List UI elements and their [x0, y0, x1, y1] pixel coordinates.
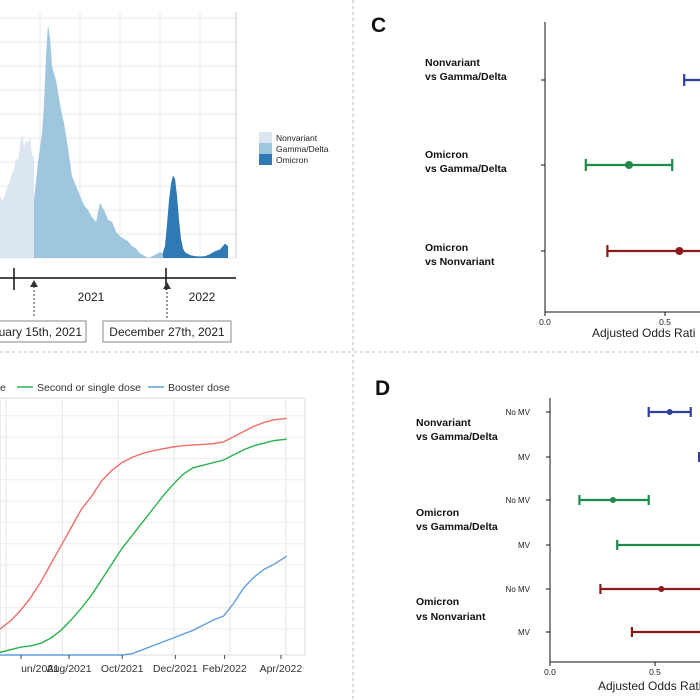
b-line-1 [0, 438, 287, 654]
a-legend-label: Gamma/Delta [276, 144, 329, 154]
a-arrowhead-jan [30, 280, 38, 287]
a-legend-swatch [259, 154, 272, 165]
panel-a-areas [0, 25, 228, 259]
annotation-dec-27-2021: December 27th, 2021 [109, 325, 225, 339]
b-legend-label: e [0, 382, 6, 394]
d-plot-estimate-point [610, 497, 616, 503]
panel-b-legend: e Second or single dose Booster dose [0, 382, 230, 394]
b-legend-label: Second or single dose [37, 382, 141, 394]
b-x-tick-label: Aug/2021 [47, 663, 92, 675]
panel-d-plot: 0.0 0.5 No MV MV No MV MV No MV MV Nonvariant vs … [416, 398, 700, 677]
c-group-label: vs Gamma/Delta [425, 71, 507, 83]
d-plot-estimate-point [658, 586, 665, 592]
c-plot-estimate-point [675, 247, 684, 255]
d-plot-estimate-point [666, 409, 673, 415]
a-arrowhead-dec [163, 282, 171, 289]
b-legend-label: Booster dose [168, 382, 230, 394]
d-plot-row-label: No MV [506, 408, 531, 417]
annotation-box-jan [0, 320, 87, 343]
c-group-label: Omicron [425, 149, 468, 161]
b-x-tick-label: Dec/2021 [153, 663, 198, 675]
panel-b-grid [0, 397, 306, 656]
c-plot-x-tick-label: 0.0 [539, 317, 551, 327]
d-group-label: vs Gamma/Delta [416, 521, 498, 533]
d-plot-row-label: No MV [506, 585, 531, 594]
c-plot-x-tick-label: 0.5 [659, 317, 671, 327]
d-plot-row-label: No MV [506, 496, 531, 505]
panel-d-forest-plot: D 0.0 0.5 No MV MV No MV MV No MV MV Nonvariant v… [375, 377, 700, 693]
panel-d-letter: D [375, 377, 390, 400]
a-legend-swatch [259, 143, 272, 154]
panel-c-letter: C [371, 14, 386, 37]
d-plot-x-tick-label: 0.0 [544, 667, 556, 677]
a-legend-label: Nonvariant [276, 133, 318, 143]
c-group-label: vs Gamma/Delta [425, 163, 507, 175]
panel-b-lines [0, 417, 288, 656]
a-area-nonvariant [0, 133, 34, 258]
a-area-omicron [163, 175, 228, 258]
annotation-box-dec [102, 320, 232, 343]
c-plot-estimate-point [625, 161, 633, 169]
c-group-label: Nonvariant [425, 57, 480, 69]
b-line-2 [0, 555, 288, 656]
b-x-tick-label: Feb/2022 [202, 663, 247, 675]
d-group-label: vs Gamma/Delta [416, 431, 498, 443]
a-area-gamma-delta [34, 25, 163, 259]
d-group-label: Omicron [416, 507, 459, 519]
b-x-tick-label: un/2021 [21, 663, 59, 675]
year-label-2022: 2022 [189, 290, 216, 304]
b-plot-frame [0, 397, 306, 656]
panel-c-plot: 0.0 0.5 Nonvariant vs Gamma/Delta Omicron vs … [425, 22, 700, 327]
panel-d-xlabel: Adjusted Odds Rati [598, 679, 700, 693]
a-legend-swatch [259, 132, 272, 143]
annotation-jan-15-2021: January 15th, 2021 [0, 325, 82, 339]
d-group-label: Omicron [416, 596, 459, 608]
c-group-label: vs Nonvariant [425, 256, 495, 268]
c-group-label: Omicron [425, 242, 468, 254]
year-label-2021: 2021 [78, 290, 105, 304]
d-plot-x-tick-label: 0.5 [649, 667, 661, 677]
panel-a-axis [0, 268, 236, 318]
b-line-0 [0, 417, 287, 630]
b-x-tick-label: Apr/2022 [260, 663, 303, 675]
d-group-label: vs Nonvariant [416, 611, 486, 623]
d-group-label: Nonvariant [416, 417, 471, 429]
panel-c-forest-plot: C 0.0 0.5 Nonvariant vs Gamma/Delta Omicron v… [371, 14, 700, 340]
panel-c-xlabel: Adjusted Odds Rati [592, 326, 695, 340]
b-x-tick-label: Oct/2021 [101, 663, 144, 675]
d-plot-row-label: MV [518, 541, 531, 550]
d-plot-row-label: MV [518, 628, 531, 637]
a-legend-label: Omicron [276, 155, 308, 165]
d-plot-row-label: MV [518, 453, 531, 462]
